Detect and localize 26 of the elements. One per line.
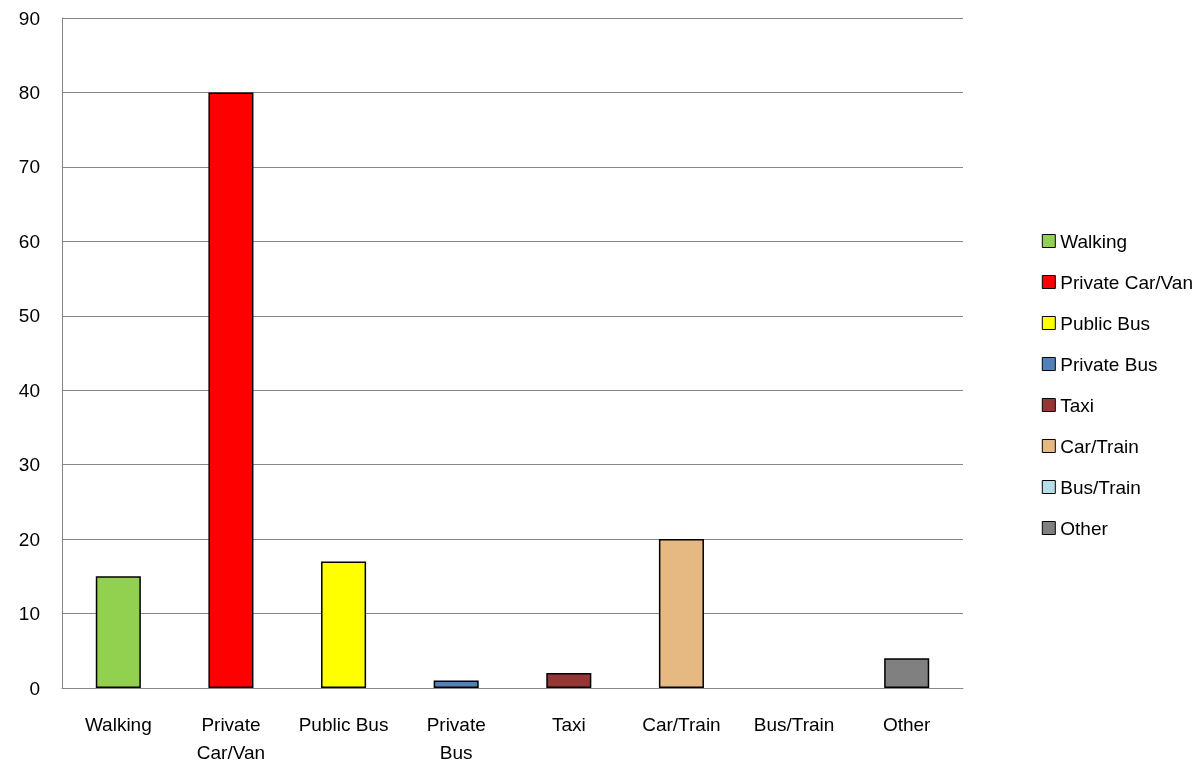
x-tick-label: Public Bus	[298, 713, 389, 735]
x-tick-label: Car/Train	[642, 713, 721, 735]
legend-label: Other	[1060, 517, 1109, 539]
x-tick-label: Other	[882, 713, 932, 735]
y-tick-label: 30	[18, 454, 40, 476]
y-tick-label: 60	[18, 230, 40, 252]
y-tick-label: 0	[29, 677, 40, 699]
y-tick-label: 20	[18, 528, 40, 550]
legend-label: Private Car/Van	[1060, 271, 1193, 293]
y-tick-label: 80	[18, 81, 40, 103]
x-tick-label: Private Bus	[426, 713, 486, 763]
legend-label: Private Bus	[1060, 353, 1158, 375]
x-tick-label: Bus/Train	[753, 713, 835, 735]
legend-label: Car/Train	[1060, 435, 1139, 457]
y-tick-label: 50	[18, 305, 40, 327]
legend-label: Public Bus	[1060, 312, 1151, 334]
legend-label: Bus/Train	[1060, 476, 1141, 498]
x-tick-label: Walking	[84, 713, 152, 735]
y-tick-label: 70	[18, 156, 40, 178]
x-tick-label: Private Car/Van	[196, 713, 266, 763]
legend-label: Taxi	[1060, 394, 1095, 416]
legend-label: Walking	[1060, 230, 1128, 252]
y-tick-label: 90	[18, 7, 40, 29]
y-tick-label: 10	[18, 603, 40, 625]
x-tick-label: Taxi	[551, 713, 586, 735]
y-tick-label: 40	[18, 379, 40, 401]
